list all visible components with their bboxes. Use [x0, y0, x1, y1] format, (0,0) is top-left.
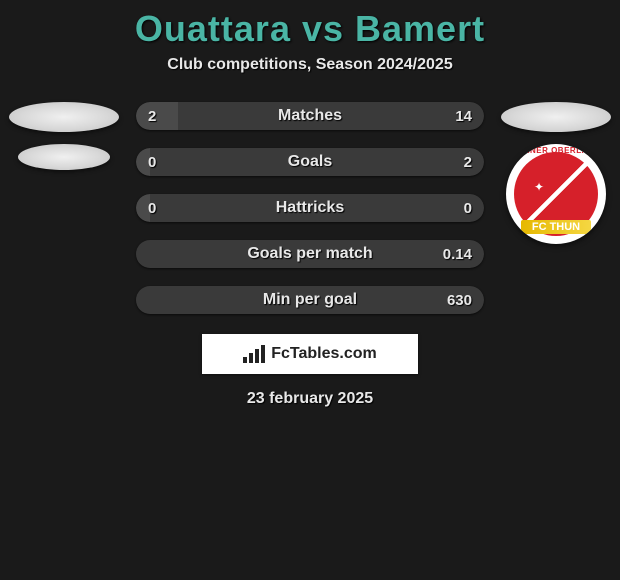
stat-bar-right-fill: [136, 286, 484, 314]
stat-bar-right-fill: [178, 102, 484, 130]
brand-text: FcTables.com: [271, 345, 377, 363]
stat-bar: 214Matches: [136, 102, 484, 130]
left-club-placeholder: [18, 144, 110, 170]
stat-bar-left-fill: [136, 194, 150, 222]
brand-box[interactable]: FcTables.com: [202, 334, 418, 374]
comparison-row: 214Matches 02Goals 00Hattricks 0.14Goals pe…: [0, 102, 620, 314]
stat-bar: 02Goals: [136, 148, 484, 176]
right-club-logo: BERNER OBERLAND ✦ FC THUN: [506, 144, 606, 244]
right-player-col: BERNER OBERLAND ✦ FC THUN: [496, 102, 616, 244]
left-flag-placeholder: [9, 102, 119, 132]
stats-column: 214Matches 02Goals 00Hattricks 0.14Goals pe…: [136, 102, 484, 314]
stat-bar-left-fill: [136, 102, 178, 130]
stat-bar-right-fill: [136, 240, 484, 268]
subtitle: Club competitions, Season 2024/2025: [0, 56, 620, 74]
stat-bar-right-fill: [150, 194, 484, 222]
stat-bar: 630Min per goal: [136, 286, 484, 314]
comparison-card: Ouattara vs Bamert Club competitions, Se…: [0, 0, 620, 408]
date-label: 23 february 2025: [0, 390, 620, 408]
right-flag-placeholder: [501, 102, 611, 132]
stat-bar-left-fill: [136, 148, 150, 176]
stat-bar: 0.14Goals per match: [136, 240, 484, 268]
club-name-badge: FC THUN: [521, 220, 591, 234]
bars-icon: [243, 345, 265, 363]
stat-bar-right-fill: [150, 148, 484, 176]
star-icon: ✦: [534, 180, 544, 194]
stat-bar: 00Hattricks: [136, 194, 484, 222]
left-player-col: [4, 102, 124, 170]
page-title: Ouattara vs Bamert: [0, 8, 620, 50]
